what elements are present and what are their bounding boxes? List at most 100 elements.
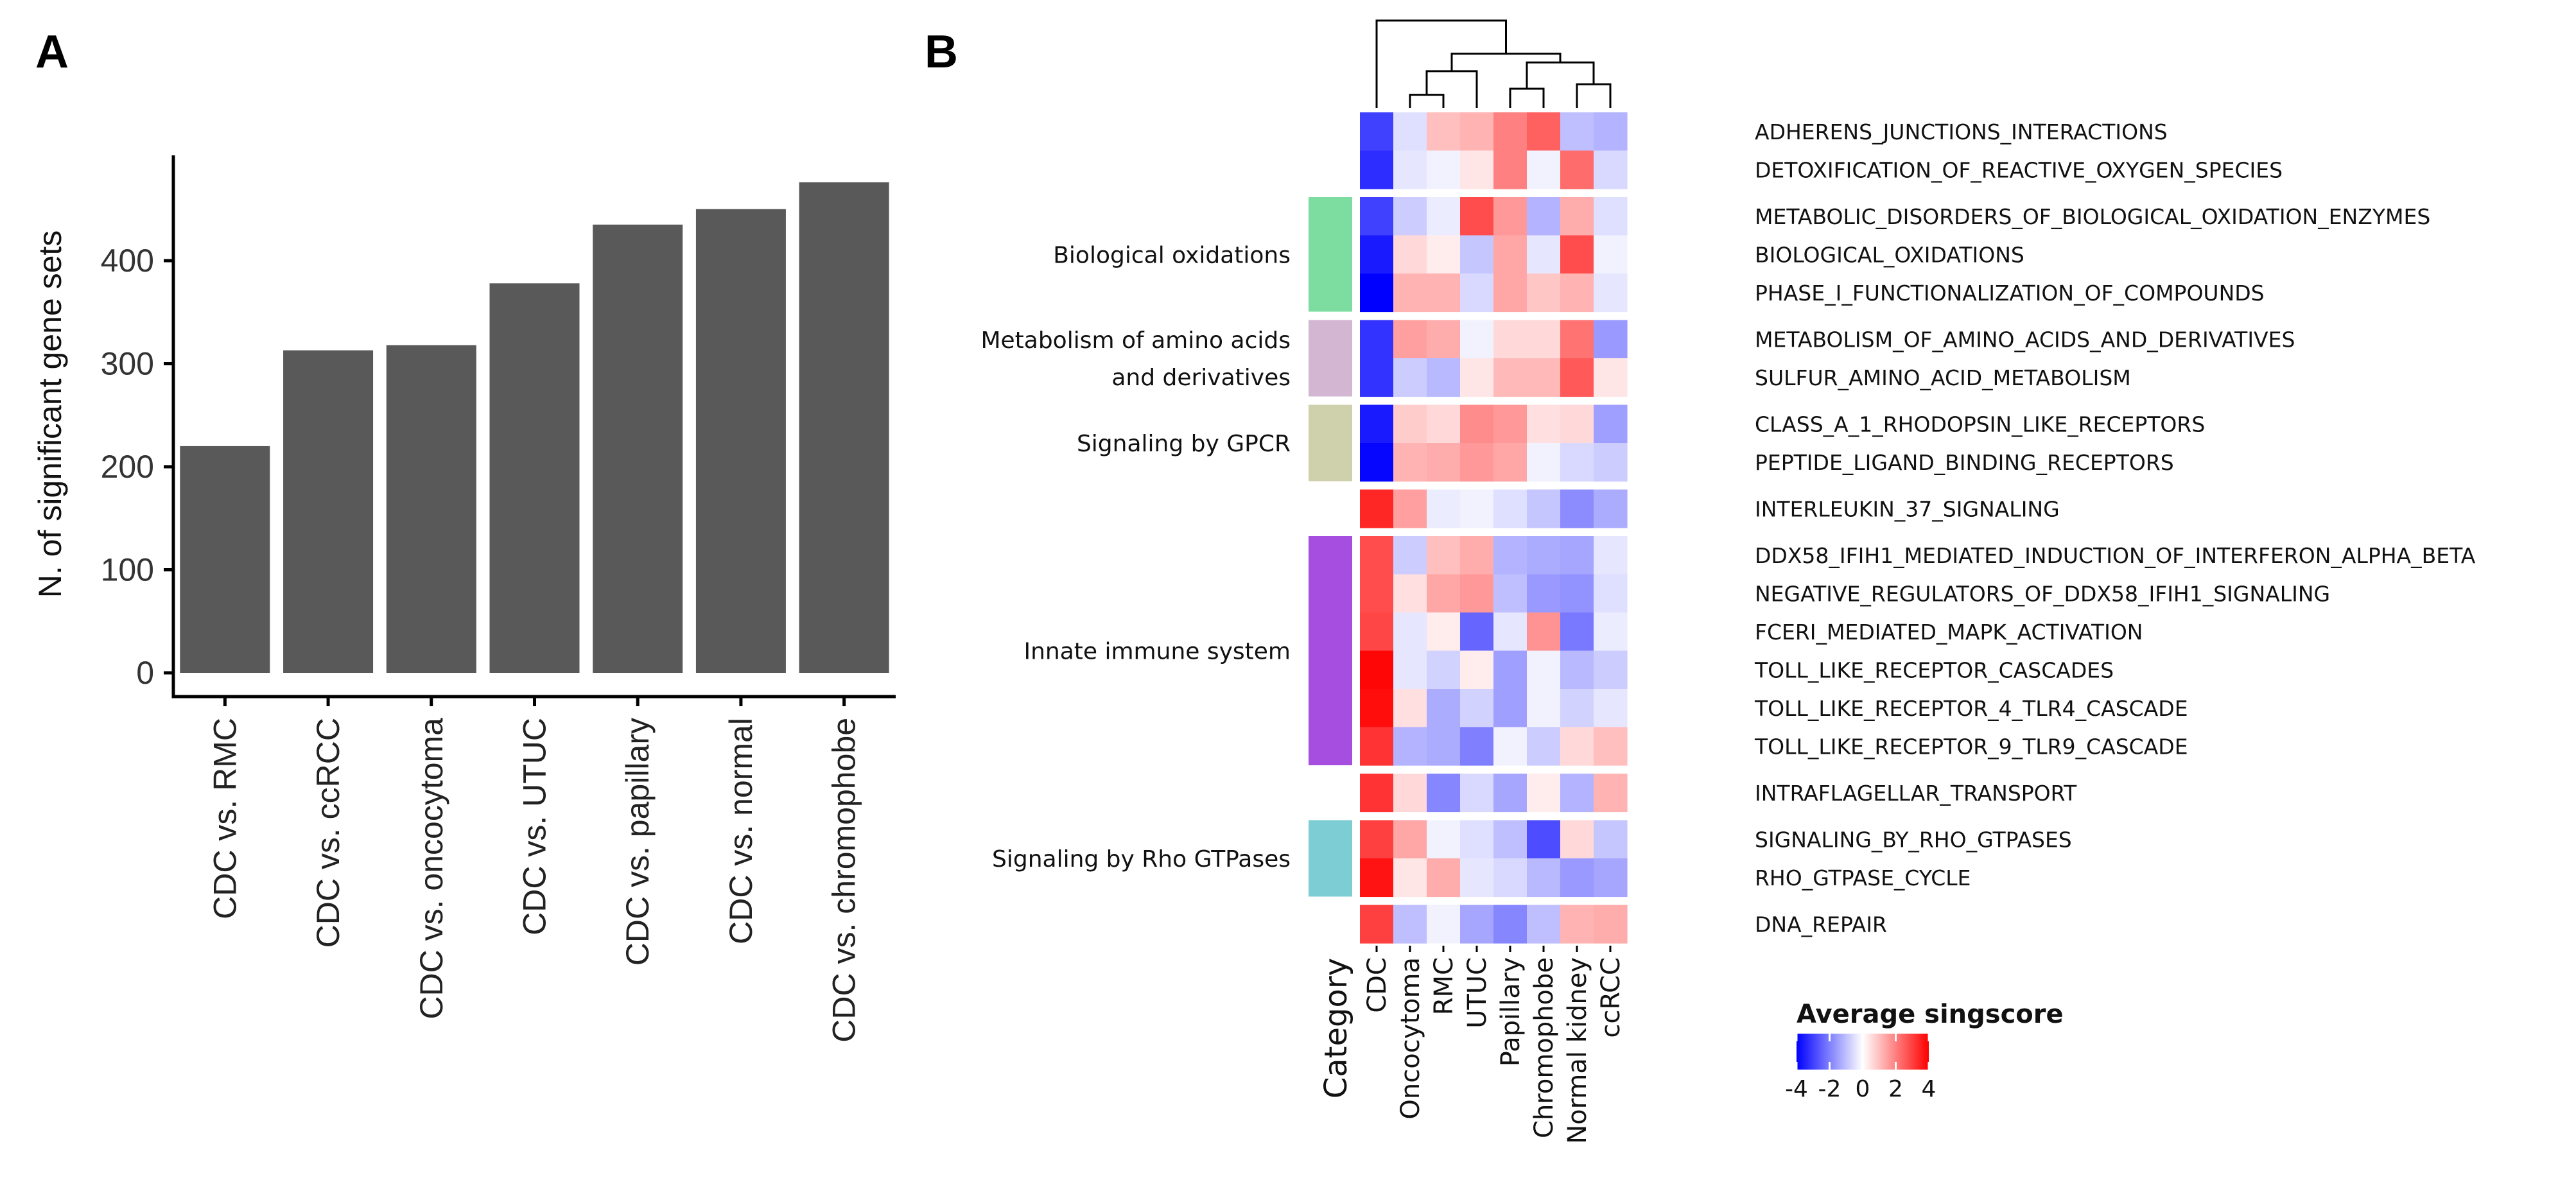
column-label: Papillary — [1496, 957, 1526, 1066]
heatmap-cell — [1560, 612, 1594, 652]
heatmap-cell — [1493, 197, 1527, 236]
heatmap-cell — [1427, 774, 1461, 813]
heatmap-cell — [1393, 689, 1427, 728]
heatmap-cell — [1527, 536, 1561, 575]
heatmap-cell — [1460, 197, 1494, 236]
category-bar — [1309, 820, 1352, 897]
heatmap-cell — [1360, 235, 1394, 274]
heatmap-cell — [1527, 820, 1561, 859]
heatmap-cell — [1393, 727, 1427, 766]
column-label: Oncocytoma — [1396, 957, 1425, 1120]
legend-tick-label: 0 — [1856, 1076, 1870, 1102]
heatmap-cell — [1427, 612, 1461, 652]
column-labels: CDC Oncocytoma RMC UTUC Papillary Chromophobe… — [1362, 946, 1626, 1144]
row-label: TOLL_LIKE_RECEPTOR_9_TLR9_CASCADE — [1754, 734, 2188, 759]
heatmap-cell — [1427, 320, 1461, 359]
row-label: CLASS_A_1_RHODOPSIN_LIKE_RECEPTORS — [1755, 412, 2205, 437]
heatmap-cell — [1360, 858, 1394, 898]
x-tick-label: CDC vs. papillary — [620, 718, 656, 966]
heatmap-cell — [1393, 820, 1427, 859]
heatmap-cell — [1460, 689, 1494, 728]
y-axis-ticks: 0 100 200 300 400 — [101, 243, 173, 691]
bar-3 — [386, 345, 476, 673]
row-label: RHO_GTPASE_CYCLE — [1755, 865, 1971, 890]
row-label: TOLL_LIKE_RECEPTOR_4_TLR4_CASCADE — [1754, 696, 2188, 721]
heatmap-cell — [1460, 905, 1494, 944]
legend-title: Average singscore — [1797, 1000, 2064, 1029]
category-label: and derivatives — [1111, 365, 1291, 391]
x-axis-ticks: CDC vs. RMC CDC vs. ccRCC CDC vs. oncocyto… — [207, 697, 862, 1043]
heatmap-cell — [1527, 650, 1561, 690]
heatmap-cells — [1360, 112, 1628, 944]
bar-7 — [799, 182, 889, 673]
bars-group — [180, 182, 889, 673]
heatmap-cell — [1360, 574, 1394, 613]
heatmap-cell — [1493, 358, 1527, 397]
heatmap-cell — [1560, 273, 1594, 313]
heatmap-cell — [1594, 112, 1628, 152]
heatmap-cell — [1460, 489, 1494, 528]
heatmap-cell — [1493, 650, 1527, 690]
category-annotation: Biological oxidations Metabolism of amino… — [980, 197, 1352, 897]
heatmap-cell — [1393, 112, 1427, 152]
x-tick-label: CDC vs. RMC — [207, 718, 243, 919]
heatmap-cell — [1493, 150, 1527, 189]
heatmap-cell — [1560, 574, 1594, 613]
heatmap-cell — [1560, 404, 1594, 444]
x-tick-label: CDC vs. chromophobe — [826, 718, 862, 1043]
axes-lines — [171, 155, 896, 699]
heatmap-cell — [1393, 273, 1427, 313]
row-label: BIOLOGICAL_OXIDATIONS — [1755, 242, 2024, 267]
heatmap-cell — [1560, 820, 1594, 859]
row-label: SULFUR_AMINO_ACID_METABOLISM — [1755, 365, 2131, 390]
category-label: Innate immune system — [1023, 639, 1291, 665]
heatmap-cell — [1427, 536, 1461, 575]
heatmap-cell — [1460, 574, 1494, 613]
heatmap-cell — [1560, 650, 1594, 690]
heatmap-cell — [1393, 858, 1427, 898]
heatmap-cell — [1594, 727, 1628, 766]
heatmap-cell — [1560, 536, 1594, 575]
heatmap-cell — [1460, 536, 1494, 575]
heatmap-cell — [1493, 612, 1527, 652]
heatmap-cell — [1360, 650, 1394, 690]
heatmap-cell — [1560, 112, 1594, 152]
category-axis-title: Category — [1318, 958, 1354, 1098]
heatmap-cell — [1460, 320, 1494, 359]
heatmap-cell — [1493, 820, 1527, 859]
dendrogram-branch — [1425, 70, 1478, 108]
heatmap-cell — [1360, 612, 1394, 652]
heatmap-cell — [1527, 612, 1561, 652]
category-bar — [1309, 197, 1352, 312]
heatmap-cell — [1560, 489, 1594, 528]
panel-b-letter: B — [925, 26, 958, 78]
heatmap-cell — [1594, 404, 1628, 444]
panel-a-bar-chart: A N. of significant gene sets 0 100 200 300… — [32, 26, 896, 1043]
category-bar — [1309, 320, 1352, 397]
heatmap-cell — [1360, 320, 1394, 359]
dendrogram-branch — [1576, 83, 1612, 108]
heatmap-cell — [1393, 574, 1427, 613]
row-label: SIGNALING_BY_RHO_GTPASES — [1755, 827, 2072, 852]
category-label: Biological oxidations — [1053, 242, 1291, 268]
row-label: DETOXIFICATION_OF_REACTIVE_OXYGEN_SPECIE… — [1755, 157, 2283, 182]
heatmap-cell — [1393, 536, 1427, 575]
heatmap-cell — [1393, 404, 1427, 444]
heatmap-cell — [1527, 404, 1561, 444]
heatmap-cell — [1594, 650, 1628, 690]
heatmap-cell — [1393, 905, 1427, 944]
heatmap-cell — [1360, 404, 1394, 444]
x-tick-label: CDC vs. oncocytoma — [413, 718, 449, 1020]
heatmap-cell — [1527, 443, 1561, 482]
legend-tick-label: -2 — [1818, 1076, 1841, 1102]
heatmap-cell — [1360, 273, 1394, 313]
heatmap-cell — [1493, 443, 1527, 482]
heatmap-cell — [1460, 727, 1494, 766]
category-bar — [1309, 404, 1352, 482]
heatmap-cell — [1493, 404, 1527, 444]
heatmap-cell — [1594, 489, 1628, 528]
dendrogram-branch — [1509, 87, 1545, 108]
heatmap-cell — [1427, 273, 1461, 313]
heatmap-cell — [1393, 235, 1427, 274]
